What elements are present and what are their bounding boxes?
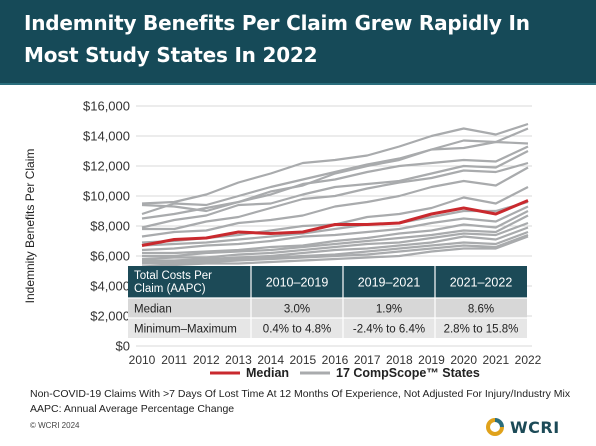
footnote-aapc: AAPC: Annual Average Percentage Change [30, 403, 235, 415]
table-header-cell: 2019–2021 [358, 276, 421, 290]
state-series-line [142, 233, 529, 265]
state-series-line [141, 150, 529, 229]
x-tick-label: 2022 [515, 353, 542, 367]
title-banner: Indemnity Benefits Per Claim Grew Rapidl… [0, 0, 596, 83]
x-tick-label: 2013 [225, 353, 252, 367]
y-tick-label: $16,000 [83, 99, 130, 114]
state-series-line [142, 230, 529, 264]
y-axis-label: Indemnity Benefits Per Claim [23, 149, 37, 304]
state-series-line [142, 161, 529, 231]
table-row [128, 298, 527, 318]
wcri-logo-icon [486, 418, 504, 436]
table-header-cell: 2010–2019 [266, 276, 329, 290]
x-tick-label: 2010 [129, 353, 156, 367]
x-tick-label: 2015 [289, 353, 316, 367]
x-tick-label: 2016 [322, 353, 349, 367]
x-tick-label: 2021 [482, 353, 509, 367]
table-cell: 3.0% [284, 304, 310, 316]
line-chart: $0 $2,000 $4,000 $6,000 $8,000 $10,000 $12,000… [23, 99, 542, 381]
y-tick-label: $14,000 [83, 129, 130, 144]
footnote-claims: Non-COVID-19 Claims With >7 Days Of Lost… [30, 388, 571, 400]
y-tick-label: $12,000 [83, 159, 130, 174]
median-series-line [141, 199, 529, 247]
state-series-line [142, 210, 529, 255]
x-tick-label: 2011 [161, 353, 187, 367]
table-cell: -2.4% to 6.4% [353, 324, 425, 336]
table-row [128, 318, 527, 338]
table-header-cell: Total Costs Per [134, 270, 212, 282]
y-tick-label: $6,000 [90, 249, 130, 264]
table-cell: Median [134, 304, 172, 316]
y-tick-label: $10,000 [83, 189, 130, 204]
table-cell: 2.8% to 15.8% [444, 324, 519, 336]
legend-states-label: 17 CompScope™ States [336, 366, 480, 380]
page-title-line-2: Most Study States In 2022 [24, 43, 318, 67]
x-tick-label: 2014 [257, 353, 284, 367]
state-series-line [142, 226, 529, 262]
y-tick-label: $8,000 [90, 219, 130, 234]
table-cell: 0.4% to 4.8% [263, 324, 331, 336]
state-series-line [141, 127, 529, 216]
x-tick-label: 2017 [354, 353, 381, 367]
x-tick-label: 2012 [193, 353, 220, 367]
state-series-line [141, 166, 529, 238]
state-series-line [142, 214, 529, 258]
state-series-line [141, 235, 529, 268]
x-tick-label: 2019 [418, 353, 445, 367]
y-tick-label: $2,000 [90, 309, 130, 324]
wcri-logo: WCRI [484, 414, 584, 440]
x-tick-label: 2018 [386, 353, 413, 367]
state-series-line [141, 122, 529, 205]
table-cell: 8.6% [468, 304, 494, 316]
x-tick-label: 2020 [450, 353, 477, 367]
legend-median-label: Median [246, 366, 289, 380]
page-title-line-1: Indemnity Benefits Per Claim Grew Rapidl… [24, 11, 530, 35]
table-header-row [128, 266, 527, 298]
table-header-cell: 2021–2022 [450, 276, 513, 290]
table-header-cell: Claim (AAPC) [134, 283, 206, 295]
y-tick-label: $0 [116, 339, 130, 354]
wcri-logo-text: WCRI [510, 418, 560, 437]
title-divider [0, 83, 596, 85]
copyright-text: © WCRI 2024 [30, 421, 80, 430]
state-series-line [141, 145, 529, 220]
table-cell: 1.9% [376, 304, 402, 316]
state-series-line [141, 205, 529, 252]
table-cell: Minimum–Maximum [134, 324, 237, 336]
state-series-line [141, 140, 529, 213]
y-tick-label: $4,000 [90, 279, 130, 294]
state-series-line [141, 221, 529, 261]
state-series-line [141, 200, 529, 247]
